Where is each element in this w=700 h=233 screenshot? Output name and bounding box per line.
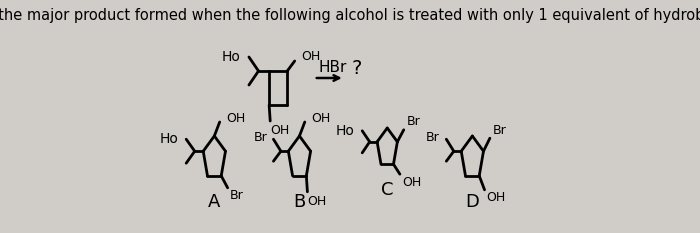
Text: OH: OH — [301, 51, 321, 64]
Text: OH: OH — [312, 112, 330, 124]
Text: A: A — [208, 193, 220, 211]
Text: 9.  Identify the major product formed when the following alcohol is treated with: 9. Identify the major product formed whe… — [0, 8, 700, 23]
Text: Br: Br — [253, 131, 267, 144]
Text: Br: Br — [493, 124, 507, 137]
Text: HBr: HBr — [318, 61, 346, 75]
Text: D: D — [466, 193, 480, 211]
Text: Br: Br — [426, 131, 440, 144]
Text: B: B — [293, 193, 306, 211]
Text: Br: Br — [407, 115, 421, 128]
Text: OH: OH — [226, 112, 245, 124]
Text: Ho: Ho — [160, 132, 178, 146]
Text: Ho: Ho — [336, 124, 355, 138]
Text: C: C — [381, 181, 393, 199]
Text: OH: OH — [307, 195, 327, 208]
Text: Br: Br — [230, 189, 244, 202]
Text: ?: ? — [351, 58, 361, 78]
Text: OH: OH — [486, 191, 506, 204]
Text: OH: OH — [270, 124, 290, 137]
Text: Ho: Ho — [221, 50, 240, 64]
Text: OH: OH — [402, 176, 421, 189]
